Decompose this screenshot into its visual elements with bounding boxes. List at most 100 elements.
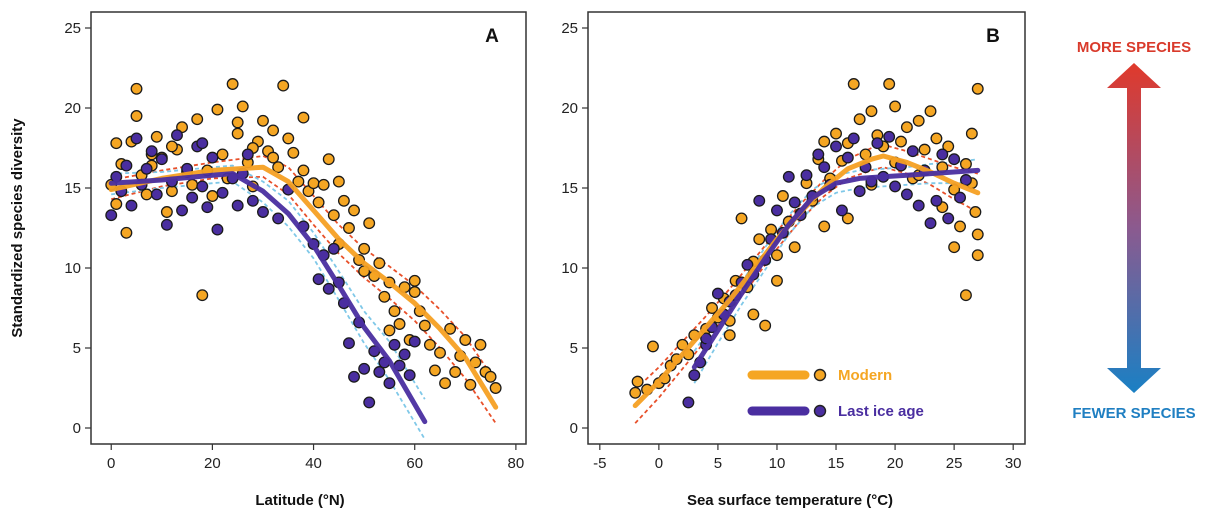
panel-a-point-modern <box>282 132 295 145</box>
panel-a-point-modern <box>226 78 239 90</box>
panel-b-point-modern <box>948 241 961 254</box>
panel-a-point-last-ice-age <box>257 206 269 218</box>
panel-a-point-modern <box>439 377 452 390</box>
panel-a-point-modern <box>191 113 204 126</box>
panel-b-point-modern <box>912 114 925 127</box>
panel-b-point-modern <box>969 206 982 218</box>
panel-b-point-last-ice-age <box>841 151 854 164</box>
panel-a-y-tick-label: 20 <box>64 100 81 117</box>
panel-b-point-modern <box>959 158 972 170</box>
panel-b-point-last-ice-age <box>782 170 795 183</box>
panel-a-point-last-ice-age <box>231 199 244 212</box>
panel-b-point-modern <box>900 121 913 134</box>
panel-b-point-last-ice-age <box>942 212 955 225</box>
panel-a-point-modern <box>484 370 497 383</box>
panel-b-x-tick-label: -5 <box>593 455 606 472</box>
panel-a-point-modern <box>363 217 376 230</box>
panel-a-point-modern <box>257 114 269 127</box>
panel-b-ci-lower-last-ice-age <box>693 180 978 384</box>
panel-b-point-modern <box>753 233 766 246</box>
panel-a-point-modern <box>150 130 163 143</box>
panel-b-point-last-ice-age <box>883 130 896 143</box>
panel-a-point-modern <box>489 382 502 394</box>
panel-a-ci-lower-last-ice-age <box>111 180 426 440</box>
panel-a-points <box>105 78 502 409</box>
panel-b-point-modern <box>853 113 866 126</box>
panel-a-point-modern <box>434 346 446 359</box>
panel-a: A 0 5 10 15 20 25 0 20 40 60 80 Latitude (°N) <box>64 11 527 509</box>
panel-b-point-modern <box>965 127 978 140</box>
panel-b-point-modern <box>942 140 955 153</box>
panel-b-point-modern <box>841 212 854 225</box>
panel-a-point-modern <box>358 242 371 255</box>
panel-a-point-modern <box>408 286 421 298</box>
panel-a-y-tick-label: 25 <box>64 20 81 37</box>
panel-a-point-modern <box>277 79 290 92</box>
panel-a-point-modern <box>464 378 477 391</box>
panel-b-point-last-ice-age <box>936 148 949 161</box>
panel-a-point-last-ice-age <box>408 335 421 348</box>
panel-b-y-tick-label: 20 <box>561 100 578 117</box>
panel-a-point-last-ice-age <box>398 348 411 361</box>
panel-b-point-modern <box>759 319 772 332</box>
panel-a-point-last-ice-age <box>155 153 168 166</box>
panel-b-ci-upper-last-ice-age <box>693 158 978 352</box>
panel-a-x-tick-label: 0 <box>107 455 115 472</box>
legend: Modern Last ice age <box>747 367 924 420</box>
panel-a-point-last-ice-age <box>327 242 340 255</box>
panel-b-point-modern <box>895 135 907 148</box>
panel-a-point-modern <box>160 206 173 218</box>
more-species-label: MORE SPECIES <box>1077 39 1191 56</box>
panel-a-point-last-ice-age <box>312 273 325 286</box>
panel-a-point-last-ice-age <box>196 137 209 150</box>
panel-a-point-modern <box>110 198 123 210</box>
panel-a-point-modern <box>297 111 310 124</box>
panel-a-point-last-ice-age <box>171 129 183 142</box>
panel-b-y-tick-label: 15 <box>561 180 578 197</box>
panel-a-point-modern <box>165 140 178 153</box>
panel-a-point-last-ice-age <box>388 338 401 351</box>
panel-a-axes: 0 5 10 15 20 25 0 20 40 60 80 <box>64 20 524 472</box>
panel-b-point-last-ice-age <box>682 396 695 409</box>
panel-a-point-modern <box>332 175 345 188</box>
panel-b-point-modern <box>776 190 789 202</box>
panel-a-point-modern <box>307 177 320 190</box>
panel-b-y-tick-label: 5 <box>570 340 578 357</box>
panel-b-trend-last-ice-age <box>691 167 981 370</box>
panel-b-x-axis-label: Sea surface temperature (°C) <box>687 492 893 509</box>
panel-b-point-modern <box>971 249 984 262</box>
panel-b-x-tick-label: 15 <box>828 455 845 472</box>
panel-a-point-modern <box>337 194 350 207</box>
panel-a-x-axis-label: Latitude (°N) <box>255 492 344 509</box>
panel-b-point-modern <box>629 386 642 399</box>
panel-b-point-last-ice-age <box>753 194 766 207</box>
panel-b-y-tick-label: 0 <box>570 420 578 437</box>
panel-a-point-modern <box>418 319 431 332</box>
panel-b-y-tick-label: 25 <box>561 20 578 37</box>
panel-a-point-modern <box>348 204 360 217</box>
panel-b-axes: 0 5 10 15 20 25 -5 0 5 10 15 20 25 30 <box>561 20 1021 472</box>
panel-a-point-last-ice-age <box>145 145 158 158</box>
panel-a-point-last-ice-age <box>105 209 118 222</box>
panel-b-x-tick-label: 20 <box>887 455 904 472</box>
panel-b-point-last-ice-age <box>788 196 801 209</box>
panel-a-point-last-ice-age <box>322 282 335 295</box>
panel-a-point-modern <box>130 110 143 122</box>
panel-b-x-tick-label: 30 <box>1005 455 1022 472</box>
panel-a-point-modern <box>378 290 391 303</box>
panel-a-point-modern <box>140 188 153 201</box>
panel-b-point-last-ice-age <box>930 194 943 207</box>
panel-a-trend-last-ice-age <box>108 171 428 425</box>
legend-modern-marker <box>813 368 827 382</box>
panel-a-point-modern <box>459 334 472 346</box>
panel-a-point-last-ice-age <box>201 201 214 214</box>
panel-a-point-modern <box>449 366 462 378</box>
panel-a-point-last-ice-age <box>348 370 360 383</box>
panel-a-point-modern <box>474 338 487 351</box>
panel-a-point-last-ice-age <box>363 396 376 409</box>
panel-a-trend-lines <box>108 164 499 425</box>
panel-b-point-last-ice-age <box>800 169 813 182</box>
panel-a-point-last-ice-age <box>241 148 254 161</box>
panel-b-x-tick-label: 25 <box>946 455 963 472</box>
panel-b-point-modern <box>918 143 931 156</box>
